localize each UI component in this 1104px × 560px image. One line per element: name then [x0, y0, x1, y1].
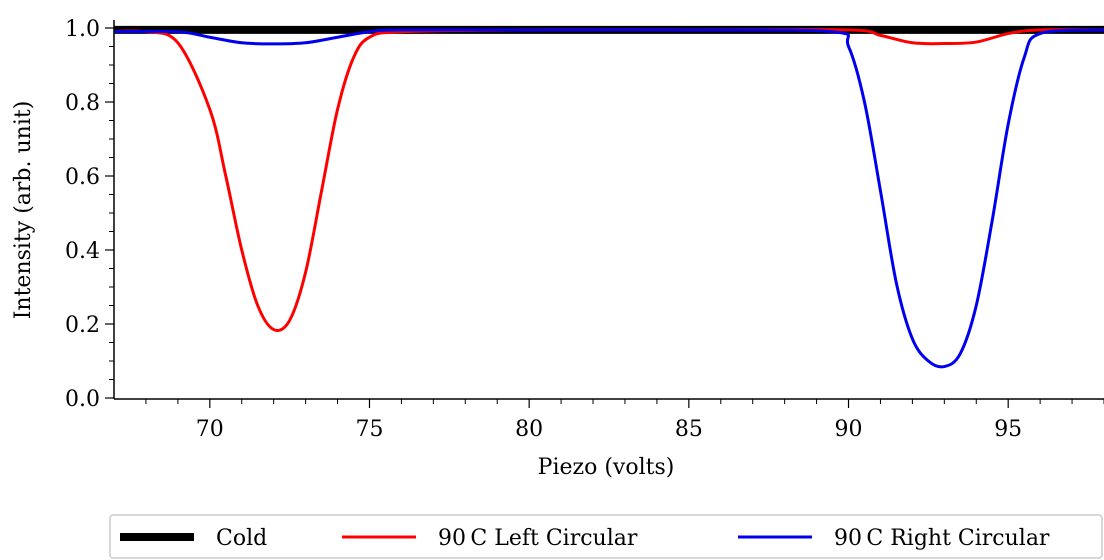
y-tick-label: 0.6: [65, 165, 100, 190]
x-tick-label: 75: [355, 417, 383, 442]
series-line-2: [114, 27, 1104, 332]
legend: Cold 90 C Left Circular 90 C Right Circula…: [109, 514, 1103, 559]
legend-label-2: 90 C Left Circular: [438, 526, 638, 551]
y-tick-label: 1.0: [65, 17, 100, 42]
series-layer: [114, 25, 1104, 369]
y-axis-label: Intensity (arb. unit): [11, 101, 36, 320]
y-tick-label: 0.2: [65, 313, 100, 338]
x-tick-label: 80: [515, 417, 543, 442]
x-tick-label: 95: [994, 417, 1022, 442]
legend-label-3: 90 C Right Circular: [834, 526, 1050, 551]
legend-label-1: Cold: [216, 526, 267, 551]
legend-frame: [109, 514, 1103, 559]
x-tick-label: 85: [675, 417, 703, 442]
x-tick-label: 70: [196, 417, 224, 442]
x-axis-label: Piezo (volts): [538, 455, 675, 480]
y-tick-label: 0.4: [65, 239, 100, 264]
series-line-3: [114, 28, 1104, 369]
y-tick-label: 0.0: [65, 387, 100, 412]
x-tick-label: 90: [835, 417, 863, 442]
y-tick-label: 0.8: [65, 91, 100, 116]
axes: [113, 20, 1104, 400]
ticks: 70 75 80 85 90 95 0.0 0.2 0.4 0.6 0.8 1.0: [65, 17, 1104, 442]
